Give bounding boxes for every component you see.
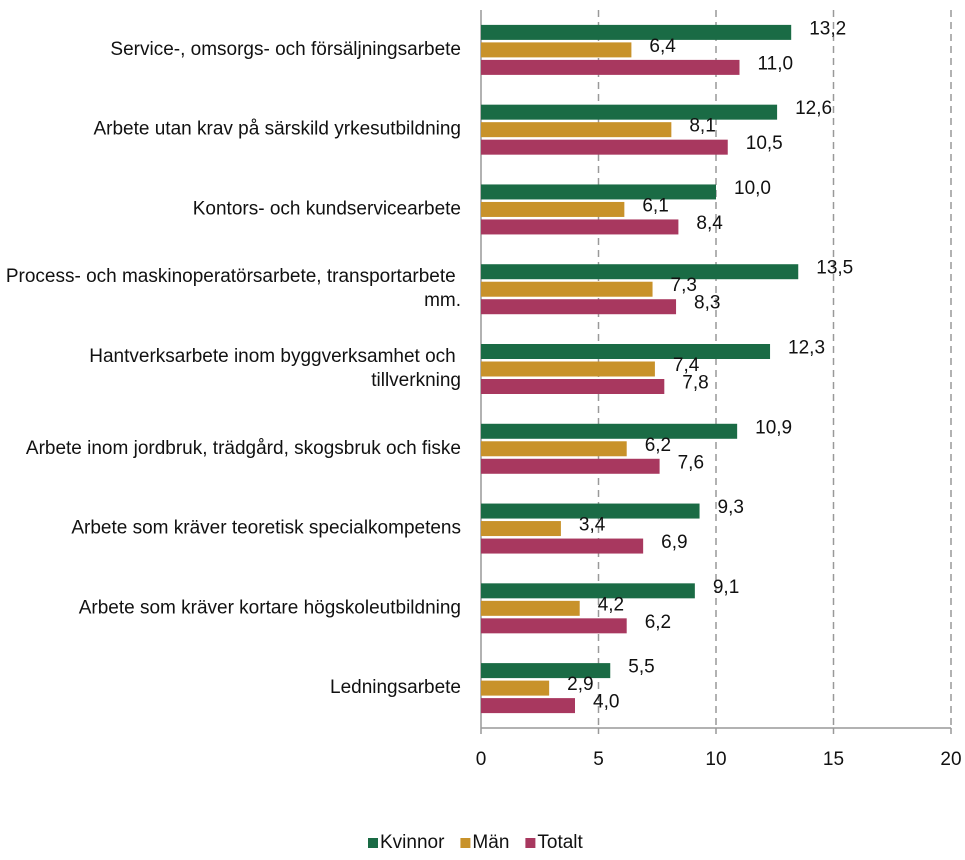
- value-label: 12,3: [788, 338, 825, 359]
- y-tick-label: Arbete utan krav på särskild yrkesutbild…: [93, 119, 461, 140]
- value-label: 13,5: [816, 258, 853, 279]
- legend-swatch: [460, 838, 471, 848]
- bar: [481, 59, 740, 75]
- value-label: 5,5: [628, 657, 654, 678]
- bar: [481, 42, 632, 58]
- y-tick-label: Ledningsarbete: [330, 677, 461, 698]
- value-label: 11,0: [758, 53, 794, 74]
- bar: [481, 583, 695, 599]
- bar: [481, 219, 679, 235]
- bar: [481, 663, 611, 679]
- legend-swatch: [525, 838, 536, 848]
- bar: [481, 441, 627, 457]
- y-tick-label: Hantverksarbete inom byggverksamhet och …: [89, 346, 461, 391]
- bar: [481, 281, 653, 297]
- bar: [481, 680, 550, 696]
- y-tick-label: Arbete inom jordbruk, trädgård, skogsbru…: [26, 438, 461, 459]
- value-label: 7,3: [671, 275, 697, 296]
- bar: [481, 264, 799, 280]
- bar: [481, 521, 561, 537]
- bar: [481, 344, 771, 359]
- bar: [481, 423, 738, 439]
- value-label: 8,3: [694, 293, 720, 314]
- bar: [481, 458, 660, 474]
- value-label: 12,6: [795, 98, 832, 119]
- value-label: 9,1: [713, 577, 739, 598]
- x-tick-label: 10: [705, 749, 726, 770]
- value-label: 13,2: [809, 18, 846, 39]
- bar: [481, 379, 665, 394]
- value-label: 8,1: [689, 116, 715, 137]
- y-tick-label: Kontors- och kundservicearbete: [193, 198, 461, 219]
- legend-label: Kvinnor: [380, 832, 445, 853]
- bar: [481, 503, 700, 519]
- bar: [481, 299, 677, 315]
- bar: [481, 600, 580, 616]
- y-tick-label: Process- och maskinoperatörsarbete, tran…: [6, 266, 461, 311]
- value-label: 6,1: [642, 195, 668, 216]
- legend-label: Totalt: [537, 832, 583, 853]
- bar: [481, 184, 716, 200]
- bar: [481, 24, 792, 40]
- value-label: 8,4: [696, 213, 723, 234]
- value-label: 7,8: [682, 373, 708, 394]
- value-label: 10,5: [746, 133, 783, 154]
- bar: [481, 104, 778, 120]
- bar: [481, 698, 575, 714]
- value-label: 4,0: [593, 692, 619, 713]
- bar: [481, 361, 655, 377]
- bar: [481, 201, 625, 217]
- value-label: 9,3: [718, 497, 744, 518]
- legend-label: Män: [472, 832, 509, 853]
- bar: [481, 538, 644, 554]
- value-label: 6,9: [661, 532, 687, 553]
- value-label: 6,2: [645, 612, 671, 633]
- value-label: 10,0: [734, 178, 771, 199]
- value-label: 7,4: [673, 355, 700, 376]
- bar: [481, 618, 627, 634]
- value-label: 6,4: [649, 36, 676, 57]
- y-tick-label: Arbete som kräver teoretisk specialkompe…: [71, 518, 461, 539]
- y-tick-label: Service-, omsorgs- och försäljningsarbet…: [110, 39, 461, 60]
- value-label: 7,6: [678, 452, 704, 473]
- bar: [481, 122, 672, 138]
- legend-swatch: [368, 838, 378, 848]
- x-tick-label: 15: [823, 749, 844, 770]
- bar: [481, 139, 728, 155]
- x-tick-label: 5: [593, 749, 604, 770]
- value-label: 3,4: [579, 515, 606, 536]
- value-label: 6,2: [645, 435, 671, 456]
- x-tick-label: 0: [476, 749, 487, 770]
- y-tick-label: Arbete som kräver kortare högskoleutbild…: [79, 597, 461, 618]
- value-label: 2,9: [567, 674, 593, 695]
- x-tick-label: 20: [940, 749, 961, 770]
- value-label: 4,2: [598, 594, 624, 615]
- value-label: 10,9: [755, 417, 792, 438]
